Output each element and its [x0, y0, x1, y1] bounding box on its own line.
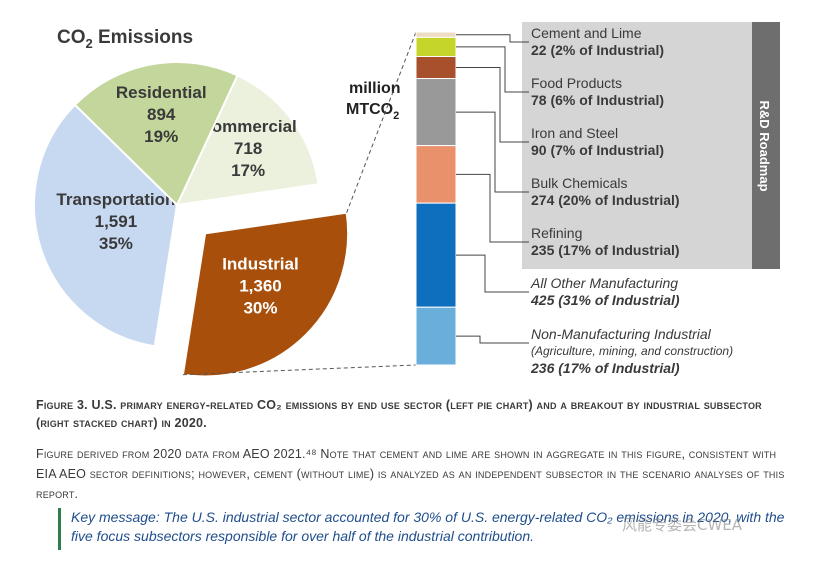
- pie-slice-commercial: [175, 74, 320, 207]
- pie-value-commercial: 718: [234, 139, 262, 158]
- bar-value: 425 (31% of Industrial): [530, 292, 680, 308]
- bar-value: 236 (17% of Industrial): [530, 360, 680, 376]
- leader-line: [456, 67, 529, 143]
- pie-value-industrial: 1,360: [239, 276, 282, 295]
- bar-label: Food Products: [531, 75, 622, 91]
- bar-segment-food-products: [415, 36, 457, 57]
- roadmap-box: [522, 22, 752, 269]
- bar-value: 78 (6% of Industrial): [531, 92, 664, 108]
- connector-top: [346, 31, 417, 213]
- pie-slice-transportation: [33, 103, 179, 348]
- pie-value-transportation: 1,591: [95, 212, 138, 231]
- bar-label: Non-Manufacturing Industrial: [531, 326, 712, 342]
- pie-title: CO2 Emissions: [57, 27, 193, 51]
- leader-line: [456, 111, 529, 193]
- pie-to-bar-connectors: [182, 31, 417, 376]
- bar-subnote: (Agriculture, mining, and construction): [531, 344, 733, 358]
- bar-label: Bulk Chemicals: [531, 175, 627, 191]
- figure-caption: Figure 3. U.S. primary energy-related CO…: [36, 398, 762, 430]
- leader-line: [456, 34, 529, 43]
- bar-segment-non-manufacturing-industrial: [415, 306, 457, 366]
- leader-line: [456, 46, 529, 93]
- pie-pct-residential: 19%: [144, 127, 178, 146]
- bar-value: 90 (7% of Industrial): [531, 142, 664, 158]
- pie-label-transportation: Transportation: [56, 190, 175, 209]
- connector-bottom: [182, 364, 417, 376]
- pie-value-residential: 894: [147, 105, 176, 124]
- unit-label: million MTCO2: [346, 80, 405, 122]
- pie-chart: Commercial 718 17% Industrial 1,360 30% Transp…: [33, 61, 350, 378]
- roadmap-band: [752, 22, 780, 269]
- pie-slice-residential: [73, 61, 239, 207]
- source-note: Figure derived from 2020 data from AEO 2…: [36, 447, 785, 501]
- key-message: Key message: The U.S. industrial sector …: [58, 508, 798, 550]
- watermark: 风能专委会CWEA: [622, 516, 743, 534]
- leader-line: [456, 335, 529, 344]
- pie-pct-industrial: 30%: [243, 298, 277, 317]
- pie-label-commercial: Commercial: [199, 117, 296, 136]
- bar-segment-iron-and-steel: [415, 55, 457, 80]
- bar-segment-all-other-manufacturing: [415, 202, 457, 308]
- pie-pct-transportation: 35%: [99, 234, 133, 253]
- bar-label: Cement and Lime: [531, 25, 642, 41]
- pie-slice-industrial: [181, 211, 350, 378]
- leader-line: [456, 173, 529, 243]
- bar-segment-cement-and-lime: [415, 31, 457, 38]
- bar-label: Refining: [531, 225, 582, 241]
- bar-value: 274 (20% of Industrial): [531, 192, 680, 208]
- pie-pct-commercial: 17%: [231, 161, 265, 180]
- leader-line: [456, 254, 529, 293]
- bar-segment-refining: [415, 145, 457, 204]
- co2-emissions-figure: CO2 Emissions Commercial 718 17% Industrial…: [33, 22, 780, 378]
- roadmap-label: R&D Roadmap: [757, 100, 772, 191]
- bar-value: 22 (2% of Industrial): [531, 42, 664, 58]
- bar-value: 235 (17% of Industrial): [531, 242, 680, 258]
- bar-label: All Other Manufacturing: [530, 275, 678, 291]
- pie-label-industrial: Industrial: [222, 254, 299, 273]
- bar-label: Iron and Steel: [531, 125, 618, 141]
- pie-label-residential: Residential: [116, 83, 207, 102]
- bar-segment-bulk-chemicals: [415, 78, 457, 147]
